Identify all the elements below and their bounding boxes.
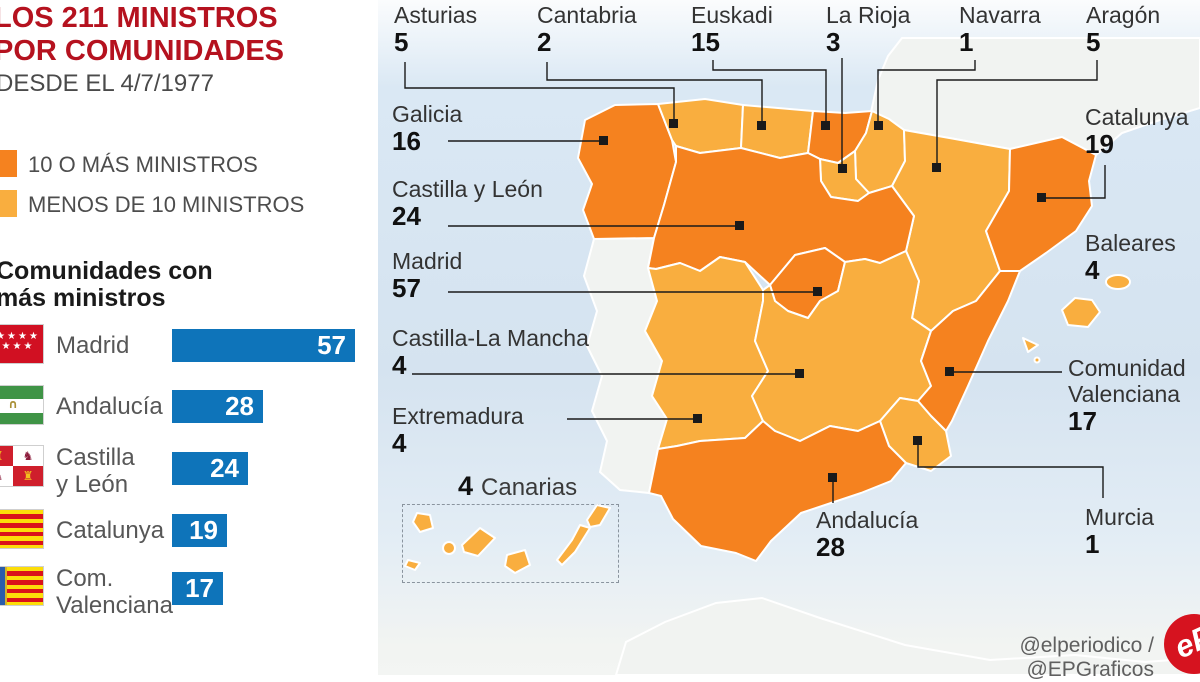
map-label-comunidad-valenciana: Comunidad Valenciana 17 [1068, 355, 1186, 436]
page-title: LOS 211 MINISTROS POR COMUNIDADES [0, 2, 285, 67]
map-label-euskadi: Euskadi 15 [691, 2, 773, 57]
ranking-bar-catalunya: 19 [172, 514, 227, 547]
ranking-bar-madrid: 57 [172, 329, 355, 362]
ranking-row-label: Catalunya [56, 517, 165, 544]
ranking-row-label: Com. Valenciana [56, 565, 173, 619]
catalunya-flag-icon [0, 509, 44, 549]
map-connectors [404, 58, 1106, 503]
andalucia-flag-icon: ∩ [0, 385, 44, 425]
ranking-bar-andalucia: 28 [172, 390, 263, 423]
map-label-castilla-la-mancha: Castilla-La Mancha 4 [392, 325, 589, 380]
map-label-aragon: Aragón 5 [1086, 2, 1161, 57]
map-label-extremadura: Extremadura 4 [392, 403, 524, 458]
legend-label-more: 10 O MÁS MINISTROS [28, 152, 258, 177]
map-label-navarra: Navarra 1 [959, 2, 1041, 57]
ranking-heading: Comunidades con más ministros [0, 257, 213, 312]
castilla-y-leon-flag-icon: ♜♞♞♜ [0, 445, 44, 487]
region-andalucia [648, 420, 907, 562]
left-panel: LOS 211 MINISTROS POR COMUNIDADES DESDE E… [0, 0, 378, 675]
comunidad-valenciana-flag-icon [0, 566, 44, 606]
map-label-cantabria: Cantabria 2 [537, 2, 637, 57]
madrid-flag-icon: ★★★★ ★★★ [0, 324, 44, 364]
region-baleares [1022, 274, 1131, 364]
madrid-flag-stars: ★★★ [1, 341, 35, 352]
region-canarias [404, 504, 611, 574]
andalucia-flag-emblem: ∩ [8, 396, 18, 411]
region-catalunya [985, 136, 1097, 272]
region-africa [614, 596, 1200, 675]
map-label-canarias: 4 Canarias [458, 471, 578, 501]
map-label-madrid: Madrid 57 [392, 248, 463, 303]
legend-swatch-less [0, 190, 17, 217]
map-label-asturias: Asturias 5 [394, 2, 478, 57]
map-label-la-rioja: La Rioja 3 [826, 2, 911, 57]
ranking-row-label: Castilla y León [56, 444, 135, 498]
map-label-andalucia: Andalucía 28 [816, 507, 919, 562]
ranking-row-label: Andalucía [56, 393, 163, 420]
map-label-galicia: Galicia 16 [392, 101, 463, 156]
legend-label-less: MENOS DE 10 MINISTROS [28, 192, 305, 217]
map-label-murcia: Murcia 1 [1085, 504, 1155, 559]
map-label-baleares: Baleares 4 [1085, 230, 1176, 285]
ranking-bar-comunidad-valenciana: 17 [172, 572, 223, 605]
canarias-inset-box [402, 504, 619, 583]
cv-flag-band [0, 567, 7, 605]
map-label-castilla-y-leon: Castilla y León 24 [392, 176, 543, 231]
ranking-row-label: Madrid [56, 332, 130, 359]
page-subtitle: DESDE EL 4/7/1977 [0, 70, 214, 97]
ranking-bar-castilla-y-leon: 24 [172, 452, 248, 485]
madrid-flag-stars: ★★★★ [0, 331, 40, 342]
map-label-catalunya: Catalunya 19 [1085, 104, 1189, 159]
legend-swatch-more [0, 150, 17, 177]
